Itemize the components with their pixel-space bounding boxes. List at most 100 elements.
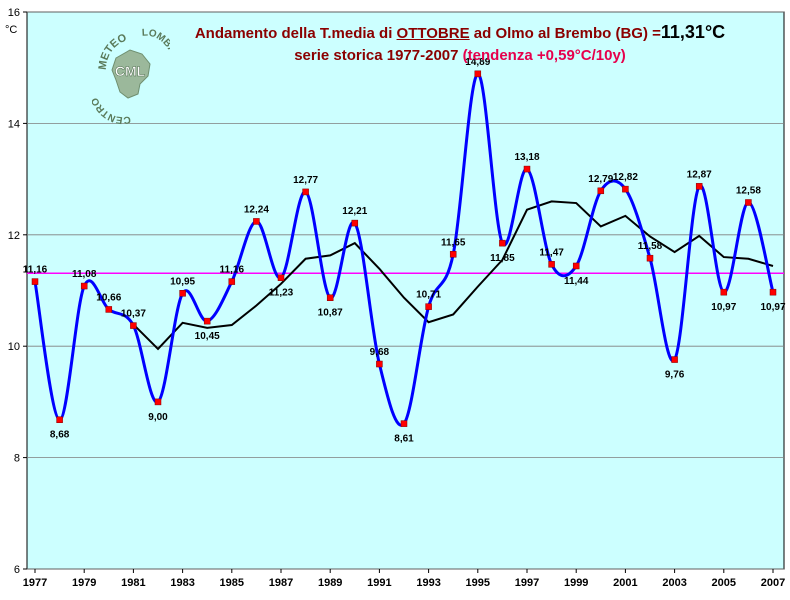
data-label: 9,68 [370, 347, 390, 358]
x-tick-label: 1993 [416, 577, 440, 589]
y-tick-label: 8 [14, 453, 20, 465]
subtitle-series: serie storica 1977-2007 [294, 47, 463, 64]
data-label: 10,87 [318, 308, 343, 319]
data-point [130, 322, 137, 329]
data-point [449, 251, 457, 258]
data-point [622, 185, 629, 193]
data-label: 11,44 [564, 276, 589, 287]
cml-logo: METEO LOMBARDO CENTRO CML [92, 28, 170, 126]
x-tick-label: 1983 [170, 577, 194, 589]
data-point [105, 306, 113, 313]
data-label: 10,97 [760, 302, 785, 313]
data-label: 12,79 [588, 174, 613, 185]
data-point [474, 70, 482, 78]
data-point [720, 288, 728, 296]
data-label: 11,16 [220, 265, 245, 276]
y-tick-label: 14 [8, 118, 20, 130]
data-label: 10,71 [416, 290, 441, 301]
title-average: 11,31°C [660, 22, 726, 42]
grid-lines [27, 11, 784, 570]
data-point [80, 282, 88, 290]
y-tick-label: 16 [8, 7, 20, 19]
x-tick-label: 2005 [712, 577, 736, 589]
data-point [671, 356, 678, 363]
data-point [646, 254, 654, 262]
data-label: 12,21 [342, 206, 367, 217]
moving-average-line [132, 200, 774, 351]
lombardia-shape-icon [111, 49, 151, 99]
data-point [302, 188, 309, 196]
x-tick-label: 1979 [72, 577, 96, 589]
y-axis-ticks: 6 8 10 12 14 16 [8, 7, 27, 576]
data-point [326, 294, 334, 301]
title-month: OTTOBRE [396, 25, 470, 42]
x-tick-label: 1989 [318, 577, 342, 589]
data-label: 11,08 [72, 269, 97, 280]
data-label: 10,45 [195, 331, 220, 342]
data-label: 11,23 [269, 288, 294, 299]
data-point [572, 262, 580, 270]
x-tick-label: 1985 [220, 577, 244, 589]
data-point [351, 219, 359, 227]
data-point [425, 303, 432, 310]
data-label: 12,58 [736, 185, 761, 196]
data-point [376, 360, 383, 368]
y-tick-label: 12 [8, 230, 20, 242]
data-label: 10,66 [96, 292, 121, 303]
x-tick-label: 2003 [662, 577, 686, 589]
data-point [597, 187, 605, 195]
data-label: 8,68 [50, 430, 70, 441]
x-tick-label: 1997 [515, 577, 539, 589]
data-point [769, 288, 777, 296]
data-point [56, 416, 63, 423]
data-point [253, 218, 260, 225]
data-label: 12,24 [244, 204, 269, 215]
data-label: 9,00 [148, 412, 168, 423]
x-tick-label: 2001 [613, 577, 637, 589]
data-point [228, 278, 236, 285]
y-tick-label: 6 [14, 564, 20, 576]
data-point [499, 239, 506, 247]
logo-center-text: CML [115, 63, 146, 79]
data-label: 10,95 [170, 276, 195, 287]
data-label: 11,65 [441, 237, 466, 248]
data-label: 11,47 [539, 247, 564, 258]
data-point [154, 398, 162, 406]
chart-title: Andamento della T.media di OTTOBRE ad Ol… [150, 22, 770, 43]
data-label: 14,89 [465, 57, 490, 68]
data-label: 9,76 [665, 370, 685, 381]
x-tick-label: 1999 [564, 577, 588, 589]
title-place: ad Olmo al Brembo (BG) = [469, 25, 661, 42]
data-label: 12,77 [293, 175, 318, 186]
logo-ring-left: CENTRO [92, 95, 131, 125]
x-tick-label: 1995 [466, 577, 490, 589]
data-point [523, 165, 531, 173]
data-point [400, 420, 408, 427]
data-point [277, 274, 285, 281]
y-axis-label: °C [5, 24, 17, 36]
x-tick-label: 2007 [761, 577, 785, 589]
chart-subtitle: serie storica 1977-2007 (tendenza +0,59°… [150, 47, 770, 64]
x-tick-label: 1977 [23, 577, 47, 589]
data-label: 11,16 [23, 265, 48, 276]
data-point [548, 261, 555, 268]
data-point [31, 278, 39, 285]
x-tick-label: 1981 [121, 577, 145, 589]
x-tick-label: 1987 [269, 577, 293, 589]
data-markers [31, 70, 777, 427]
data-point [695, 183, 703, 190]
data-label: 10,37 [121, 309, 146, 320]
x-tick-label: 1991 [367, 577, 391, 589]
x-axis-ticks: 1977 1979 1981 1983 1985 1987 1989 1991 1993 1995… [23, 569, 785, 589]
data-point [745, 199, 752, 206]
data-point [179, 290, 186, 297]
data-label: 10,97 [711, 302, 736, 313]
data-label: 13,18 [514, 152, 539, 163]
data-label: 11,58 [638, 241, 663, 252]
data-label: 8,61 [394, 434, 414, 445]
y-tick-label: 10 [8, 341, 20, 353]
data-label: 12,82 [613, 172, 638, 183]
title-prefix: Andamento della T.media di [194, 25, 397, 42]
